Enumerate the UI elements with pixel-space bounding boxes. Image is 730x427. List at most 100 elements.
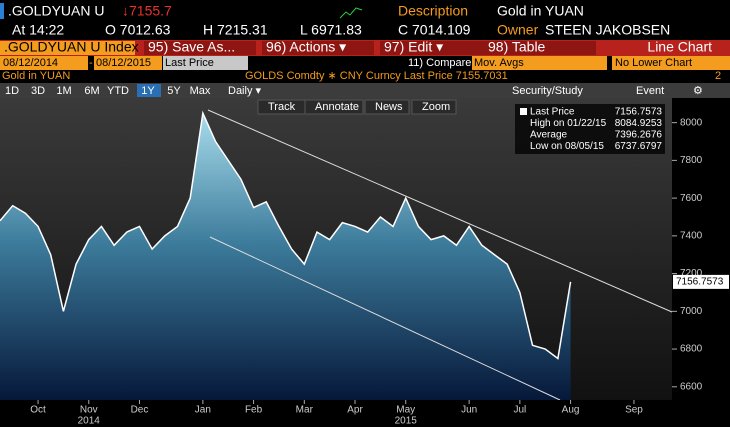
close: C 7014.109 bbox=[398, 22, 471, 38]
y-axis-bg bbox=[672, 98, 730, 427]
chart-tool-button[interactable] bbox=[364, 99, 410, 115]
stat-label: Last Price bbox=[530, 107, 575, 118]
description-label: Description bbox=[398, 3, 468, 19]
end-field[interactable] bbox=[94, 56, 162, 70]
menu-item[interactable]: 96) Actions ▾ bbox=[266, 39, 346, 55]
period-bar bbox=[0, 83, 730, 98]
stat-value: 8084.9253 bbox=[615, 118, 663, 129]
last: ↓7155.7 bbox=[122, 3, 172, 19]
info-right: 2 bbox=[715, 70, 721, 82]
menu-item[interactable]: 95) Save As... bbox=[148, 39, 235, 55]
period[interactable]: 1Y bbox=[141, 85, 155, 97]
menu-button[interactable] bbox=[484, 41, 596, 55]
field: Last Price bbox=[165, 57, 214, 69]
area bbox=[0, 113, 571, 400]
security-field[interactable] bbox=[0, 41, 135, 55]
stat-label: High on 01/22/15 bbox=[530, 118, 607, 129]
sparkline bbox=[339, 7, 363, 19]
y-tick-label: 7400 bbox=[680, 230, 703, 241]
x-tick-label: Dec bbox=[131, 405, 149, 416]
channel-upper bbox=[207, 109, 673, 313]
period[interactable]: YTD bbox=[107, 85, 129, 97]
menu-button[interactable] bbox=[380, 41, 492, 55]
view[interactable]: Line Chart bbox=[647, 39, 712, 55]
end-date: 08/12/2015 bbox=[96, 57, 151, 69]
menu-item[interactable]: 98) Table bbox=[488, 39, 546, 55]
x-tick-label: Jun bbox=[461, 405, 477, 416]
y-tick-label: 7200 bbox=[680, 268, 703, 279]
x-tick-label: Feb bbox=[245, 405, 263, 416]
compare-field[interactable] bbox=[472, 56, 607, 70]
x-tick-label: Jul bbox=[513, 405, 526, 416]
field-select[interactable] bbox=[163, 56, 248, 70]
settings[interactable]: ⚙ bbox=[693, 85, 703, 97]
chart-tool-button[interactable] bbox=[411, 99, 457, 115]
chart-tool[interactable]: Annotate bbox=[315, 101, 359, 113]
period[interactable]: 3D bbox=[31, 85, 45, 97]
y-tick-label: 7000 bbox=[680, 306, 703, 317]
stat-value: 6737.6797 bbox=[615, 141, 663, 152]
stat-label: Average bbox=[530, 130, 568, 141]
x-tick-label: Sep bbox=[625, 405, 643, 416]
period-active[interactable] bbox=[137, 84, 161, 97]
period[interactable]: Max bbox=[190, 85, 211, 97]
stat-label: Low on 08/05/15 bbox=[530, 141, 604, 152]
start-field[interactable] bbox=[0, 56, 88, 70]
time: At 14:22 bbox=[12, 22, 64, 38]
description: Gold in YUAN bbox=[497, 3, 584, 19]
event[interactable]: Event bbox=[636, 85, 664, 97]
y-tick-label: 6600 bbox=[680, 381, 703, 392]
channel-lower bbox=[209, 236, 561, 401]
menu-item[interactable]: 97) Edit ▾ bbox=[384, 39, 443, 55]
x-tick-label: Apr bbox=[347, 405, 363, 416]
x-tick-label: Jan bbox=[195, 405, 211, 416]
menu-button[interactable] bbox=[262, 41, 374, 55]
period[interactable]: 5Y bbox=[167, 85, 181, 97]
x-tick-label: Nov bbox=[80, 405, 98, 416]
x-tick-label: Oct bbox=[30, 405, 46, 416]
period[interactable]: 1D bbox=[5, 85, 19, 97]
security: .GOLDYUAN U Index bbox=[4, 39, 139, 55]
open: O 7012.63 bbox=[105, 22, 171, 38]
lower-field[interactable] bbox=[612, 56, 730, 70]
compare-value: Mov. Avgs bbox=[474, 57, 524, 69]
legend-swatch bbox=[520, 108, 527, 115]
x-tick-label: Aug bbox=[562, 405, 580, 416]
compare[interactable]: 11) Compare bbox=[408, 57, 471, 69]
last-price-label: 7156.7573 bbox=[676, 277, 724, 288]
year-label: 2015 bbox=[395, 416, 418, 427]
marker bbox=[0, 3, 4, 19]
y-tick-label: 7600 bbox=[680, 193, 703, 204]
lower: No Lower Chart bbox=[615, 57, 692, 69]
high: H 7215.31 bbox=[203, 22, 268, 38]
x-tick-label: Mar bbox=[296, 405, 314, 416]
chart-tool[interactable]: Track bbox=[268, 101, 296, 113]
low: L 6971.83 bbox=[300, 22, 362, 38]
chart-tool-button[interactable] bbox=[304, 99, 364, 115]
period[interactable]: 1M bbox=[56, 85, 71, 97]
owner: STEEN JAKOBSEN bbox=[545, 22, 670, 38]
frequency[interactable]: Daily ▾ bbox=[228, 85, 262, 97]
info-center: GOLDS Comdty ∗ CNY Curncy Last Price 715… bbox=[245, 70, 508, 82]
info-left: Gold in YUAN bbox=[2, 70, 70, 82]
owner-label: Owner bbox=[497, 22, 539, 38]
y-tick-label: 6800 bbox=[680, 344, 703, 355]
chart-tool[interactable]: News bbox=[375, 101, 403, 113]
chart-tool[interactable]: Zoom bbox=[422, 101, 450, 113]
last-price-tag bbox=[673, 274, 729, 289]
year-label: 2014 bbox=[78, 416, 101, 427]
security-study[interactable]: Security/Study bbox=[512, 85, 583, 97]
start-date: 08/12/2014 bbox=[3, 57, 58, 69]
ticker: .GOLDYUAN U bbox=[8, 3, 104, 19]
price-line bbox=[0, 110, 572, 360]
y-tick-label: 7800 bbox=[680, 155, 703, 166]
header-bg bbox=[0, 0, 730, 40]
period[interactable]: 6M bbox=[84, 85, 99, 97]
x-axis-bg bbox=[0, 400, 672, 427]
menu-button[interactable] bbox=[144, 41, 256, 55]
dash: - bbox=[89, 57, 93, 69]
x-tick-label: May bbox=[396, 405, 415, 416]
stat-value: 7156.7573 bbox=[615, 107, 663, 118]
y-tick-label: 8000 bbox=[680, 117, 703, 128]
